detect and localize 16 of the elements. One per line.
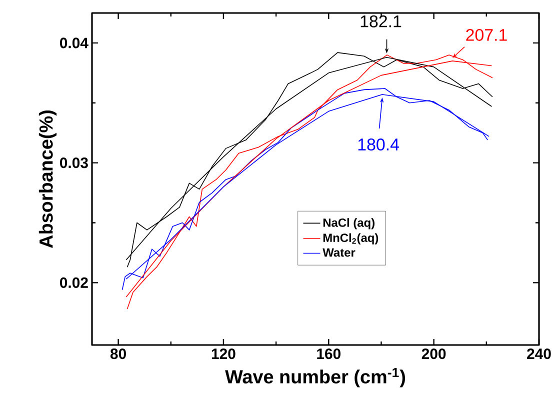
x-tick-label: 80 bbox=[110, 348, 126, 360]
x-tick-label: 240 bbox=[527, 348, 551, 360]
annotation: 207.1 bbox=[466, 28, 507, 41]
y-tick-label: 0.02 bbox=[60, 277, 88, 288]
legend-label: NaCl (aq) bbox=[323, 218, 374, 230]
x-tick-label: 200 bbox=[422, 348, 446, 360]
y-tick-label: 0.04 bbox=[60, 38, 88, 48]
y-tick-label: 0.03 bbox=[60, 158, 88, 168]
x-tick-label: 160 bbox=[317, 348, 340, 360]
x-axis-title: Wave number (cm$^{-1}$) bbox=[225, 368, 406, 388]
legend-label: MnCl$_{2}$(aq) bbox=[323, 233, 378, 244]
y-axis-title: Absorbance(%) bbox=[38, 110, 57, 248]
annotation: 182.1 bbox=[360, 15, 402, 28]
x-tick-label: 120 bbox=[212, 348, 236, 360]
legend-label: Water bbox=[322, 248, 356, 257]
annotation: 180.4 bbox=[358, 138, 399, 150]
